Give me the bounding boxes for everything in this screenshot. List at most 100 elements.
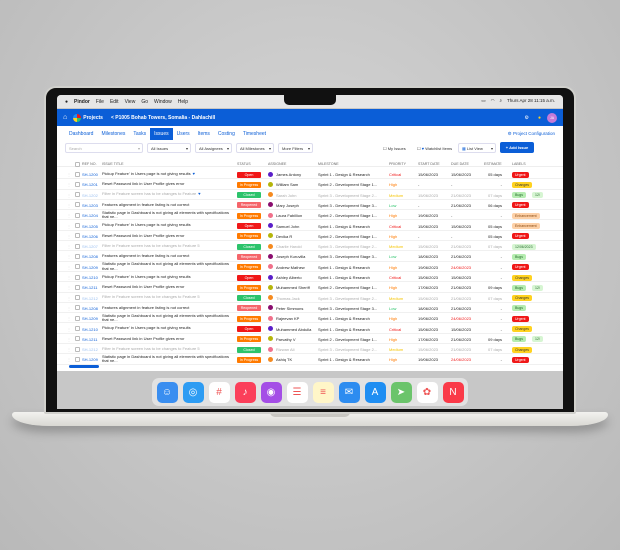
status-badge[interactable]: Reopened: [237, 305, 261, 312]
row-checkbox[interactable]: [75, 346, 80, 352]
table-row[interactable]: ⋮ SH-1202 Filter in Feature screen has to …: [57, 190, 563, 200]
table-row[interactable]: ⋮ SH-1206 Reset Password link in User Prof…: [57, 231, 563, 242]
issue-title[interactable]: Statistic page in Dashboard is not givin…: [102, 262, 232, 272]
photos-icon[interactable]: ✿: [416, 381, 438, 403]
label-tag[interactable]: Bugs: [512, 284, 526, 291]
ref-link[interactable]: SH-1208: [82, 305, 98, 311]
issue-title[interactable]: Reset Password link in User Profile give…: [102, 334, 232, 344]
add-issue-button[interactable]: + Add Issue: [500, 142, 534, 153]
table-row[interactable]: ⋮ SH-1209 Statistic page in Dashboard is n…: [57, 262, 563, 272]
label-tag[interactable]: Changes: [512, 346, 533, 353]
row-checkbox[interactable]: [75, 202, 80, 208]
column-header-issue-title[interactable]: ISSUE TITLE: [102, 162, 124, 166]
status-badge[interactable]: In Progress: [237, 315, 261, 322]
table-row[interactable]: ⋮ SH-1200 Pickup Feature' in Users page is…: [57, 169, 563, 180]
slack-icon[interactable]: #: [208, 381, 230, 403]
label-tag[interactable]: 12/: [532, 284, 543, 291]
label-tag[interactable]: 12/06/2023: [512, 243, 536, 250]
label-tag[interactable]: Changes: [512, 181, 533, 188]
view-select[interactable]: ▦ List View: [458, 143, 496, 153]
row-checkbox[interactable]: [75, 253, 80, 259]
table-row[interactable]: ⋮ SH-1203 Features alignment in feature li…: [57, 200, 563, 211]
issue-title[interactable]: Pickup Feature' in Users page is not giv…: [102, 221, 232, 231]
label-tag[interactable]: Urgent: [512, 233, 529, 240]
ref-link[interactable]: SH-1211: [82, 336, 98, 342]
issue-title-text[interactable]: Reset Password link in User Profile give…: [102, 181, 185, 187]
ref-link[interactable]: SH-1203: [82, 202, 98, 208]
issue-title-text[interactable]: Pickup Feature' in Users page is not giv…: [102, 170, 191, 176]
notes-icon[interactable]: ≡: [312, 381, 334, 403]
tab-timesheet[interactable]: Timesheet: [242, 131, 267, 137]
search-input[interactable]: Search: [65, 143, 143, 153]
issue-title-text[interactable]: Statistic page in Dashboard is not givin…: [102, 354, 229, 364]
issue-title[interactable]: Features alignment in feature listing is…: [102, 251, 232, 261]
table-row[interactable]: ⋮ SH-1201 Reset Password link in User Prof…: [57, 179, 563, 190]
ref-link[interactable]: SH-1205: [82, 223, 98, 229]
table-row[interactable]: ⋮ SH-1211 Reset Password link in User Prof…: [57, 334, 563, 345]
drag-handle-icon[interactable]: ⋮: [67, 202, 71, 208]
issue-title-text[interactable]: Statistic page in Dashboard is not givin…: [102, 312, 229, 323]
ref-link[interactable]: SH-1207: [82, 244, 98, 250]
status-badge[interactable]: In Progress: [237, 233, 261, 240]
menu-file[interactable]: File: [95, 98, 104, 105]
tab-tasks[interactable]: Tasks: [133, 131, 147, 137]
tab-issues[interactable]: Issues: [150, 128, 173, 140]
issue-title-text[interactable]: Reset Password link in User Profile give…: [102, 335, 185, 341]
menu-help[interactable]: Help: [177, 98, 189, 105]
tab-items[interactable]: Items: [197, 131, 210, 137]
column-header-status[interactable]: STATUS: [237, 162, 251, 166]
issue-title[interactable]: Reset Password link in User Profile give…: [102, 282, 232, 292]
apple-icon[interactable]: ●: [65, 98, 69, 105]
drag-handle-icon[interactable]: ⋮: [67, 172, 71, 177]
column-header-ref-no-[interactable]: REF NO.: [82, 162, 97, 166]
row-checkbox[interactable]: [75, 295, 80, 301]
status-badge[interactable]: Reopened: [237, 202, 261, 209]
row-checkbox[interactable]: [75, 284, 80, 290]
row-checkbox[interactable]: [75, 192, 80, 198]
drag-handle-icon[interactable]: ⋮: [67, 316, 71, 322]
safari-icon[interactable]: ◎: [182, 381, 204, 403]
status-badge[interactable]: Closed: [237, 346, 261, 353]
column-header-assignee[interactable]: ASSIGNEE: [268, 162, 287, 166]
status-badge[interactable]: Closed: [237, 243, 261, 250]
issue-title[interactable]: Pickup Feature' in Users page is not giv…: [102, 272, 232, 282]
tab-costing[interactable]: Costing: [217, 131, 235, 137]
ref-link[interactable]: SH-1202: [82, 192, 98, 198]
notification-icon[interactable]: ●: [537, 114, 541, 121]
home-icon[interactable]: ⌂: [63, 114, 68, 121]
drag-handle-icon[interactable]: ⋮: [67, 275, 71, 280]
label-tag[interactable]: Urgent: [512, 171, 529, 178]
column-header-milestone[interactable]: MILESTONE: [318, 162, 339, 166]
issue-title-text[interactable]: Filter in Feature screen has to be chang…: [102, 345, 200, 351]
ref-link[interactable]: SH-1209: [82, 264, 98, 270]
ref-link[interactable]: SH-1208: [82, 254, 98, 260]
issue-title[interactable]: Filter in Feature screen has to be chang…: [102, 241, 232, 251]
table-row[interactable]: ⋮ SH-1211 Reset Password link in User Prof…: [57, 282, 563, 293]
drag-handle-icon[interactable]: ⋮: [67, 213, 71, 219]
row-checkbox[interactable]: [75, 233, 80, 239]
search-icon[interactable]: ⌕: [499, 98, 503, 103]
news-icon[interactable]: N: [442, 381, 464, 403]
issue-title[interactable]: Statistic page in Dashboard is not givin…: [102, 313, 232, 323]
label-tag[interactable]: 12/: [532, 336, 543, 343]
status-badge[interactable]: In Progress: [237, 356, 261, 363]
drag-handle-icon[interactable]: ⋮: [67, 326, 71, 332]
row-checkbox[interactable]: [75, 315, 80, 321]
issue-title-text[interactable]: Filter in Feature screen has to be chang…: [102, 294, 200, 300]
status-badge[interactable]: In Progress: [237, 212, 261, 219]
ref-link[interactable]: SH-1204: [82, 213, 98, 219]
menu-window[interactable]: Window: [153, 98, 172, 105]
issue-title-text[interactable]: Pickup Feature' in Users page is not giv…: [102, 325, 191, 331]
column-header-labels[interactable]: LABELS: [512, 162, 526, 166]
horizontal-scrollbar[interactable]: [69, 365, 99, 368]
avatar[interactable]: JA: [547, 112, 557, 123]
status-badge[interactable]: Open: [237, 223, 261, 229]
status-badge[interactable]: In Progress: [237, 284, 261, 291]
issue-title-text[interactable]: Features alignment in feature listing is…: [102, 201, 190, 207]
issue-title-text[interactable]: Pickup Feature' in Users page is not giv…: [102, 273, 191, 279]
drag-handle-icon[interactable]: ⋮: [67, 264, 71, 270]
drag-handle-icon[interactable]: ⋮: [67, 244, 71, 250]
issue-title[interactable]: Filter in Feature screen has to be chang…: [102, 293, 232, 303]
issue-title[interactable]: Reset Password link in User Profile give…: [102, 179, 232, 189]
table-row[interactable]: ⋮ SH-1212 Filter in Feature screen has to …: [57, 293, 563, 303]
